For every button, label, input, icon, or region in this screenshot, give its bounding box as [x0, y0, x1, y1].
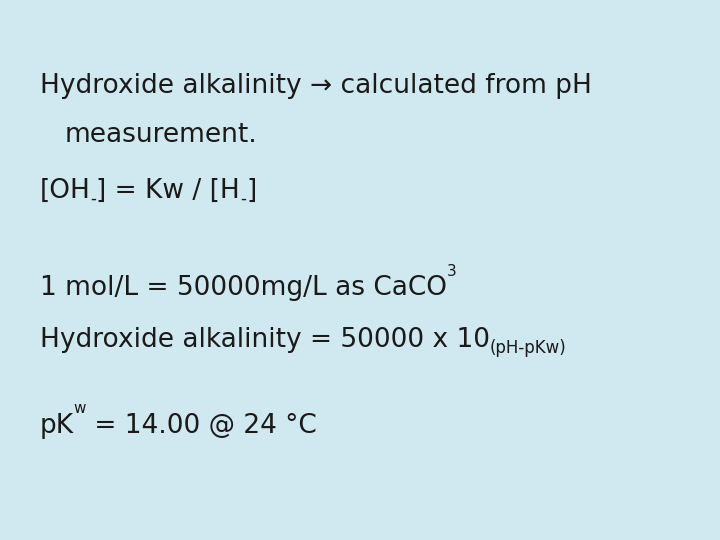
Text: -: -: [91, 190, 96, 208]
Text: w: w: [73, 401, 86, 416]
Text: = 14.00 @ 24 °C: = 14.00 @ 24 °C: [86, 413, 317, 439]
Text: 3: 3: [446, 264, 456, 279]
Text: [OH: [OH: [40, 178, 91, 204]
Text: Hydroxide alkalinity → calculated from pH: Hydroxide alkalinity → calculated from p…: [40, 73, 591, 99]
Text: (pH-pKw): (pH-pKw): [490, 339, 567, 356]
Text: 1 mol/L = 50000mg/L as CaCO: 1 mol/L = 50000mg/L as CaCO: [40, 275, 446, 301]
Text: pK: pK: [40, 413, 73, 439]
Text: ]: ]: [246, 178, 256, 204]
Text: -: -: [240, 190, 246, 208]
Text: ] = Kw / [H: ] = Kw / [H: [96, 178, 240, 204]
Text: measurement.: measurement.: [65, 122, 258, 147]
Text: Hydroxide alkalinity = 50000 x 10: Hydroxide alkalinity = 50000 x 10: [40, 327, 490, 353]
